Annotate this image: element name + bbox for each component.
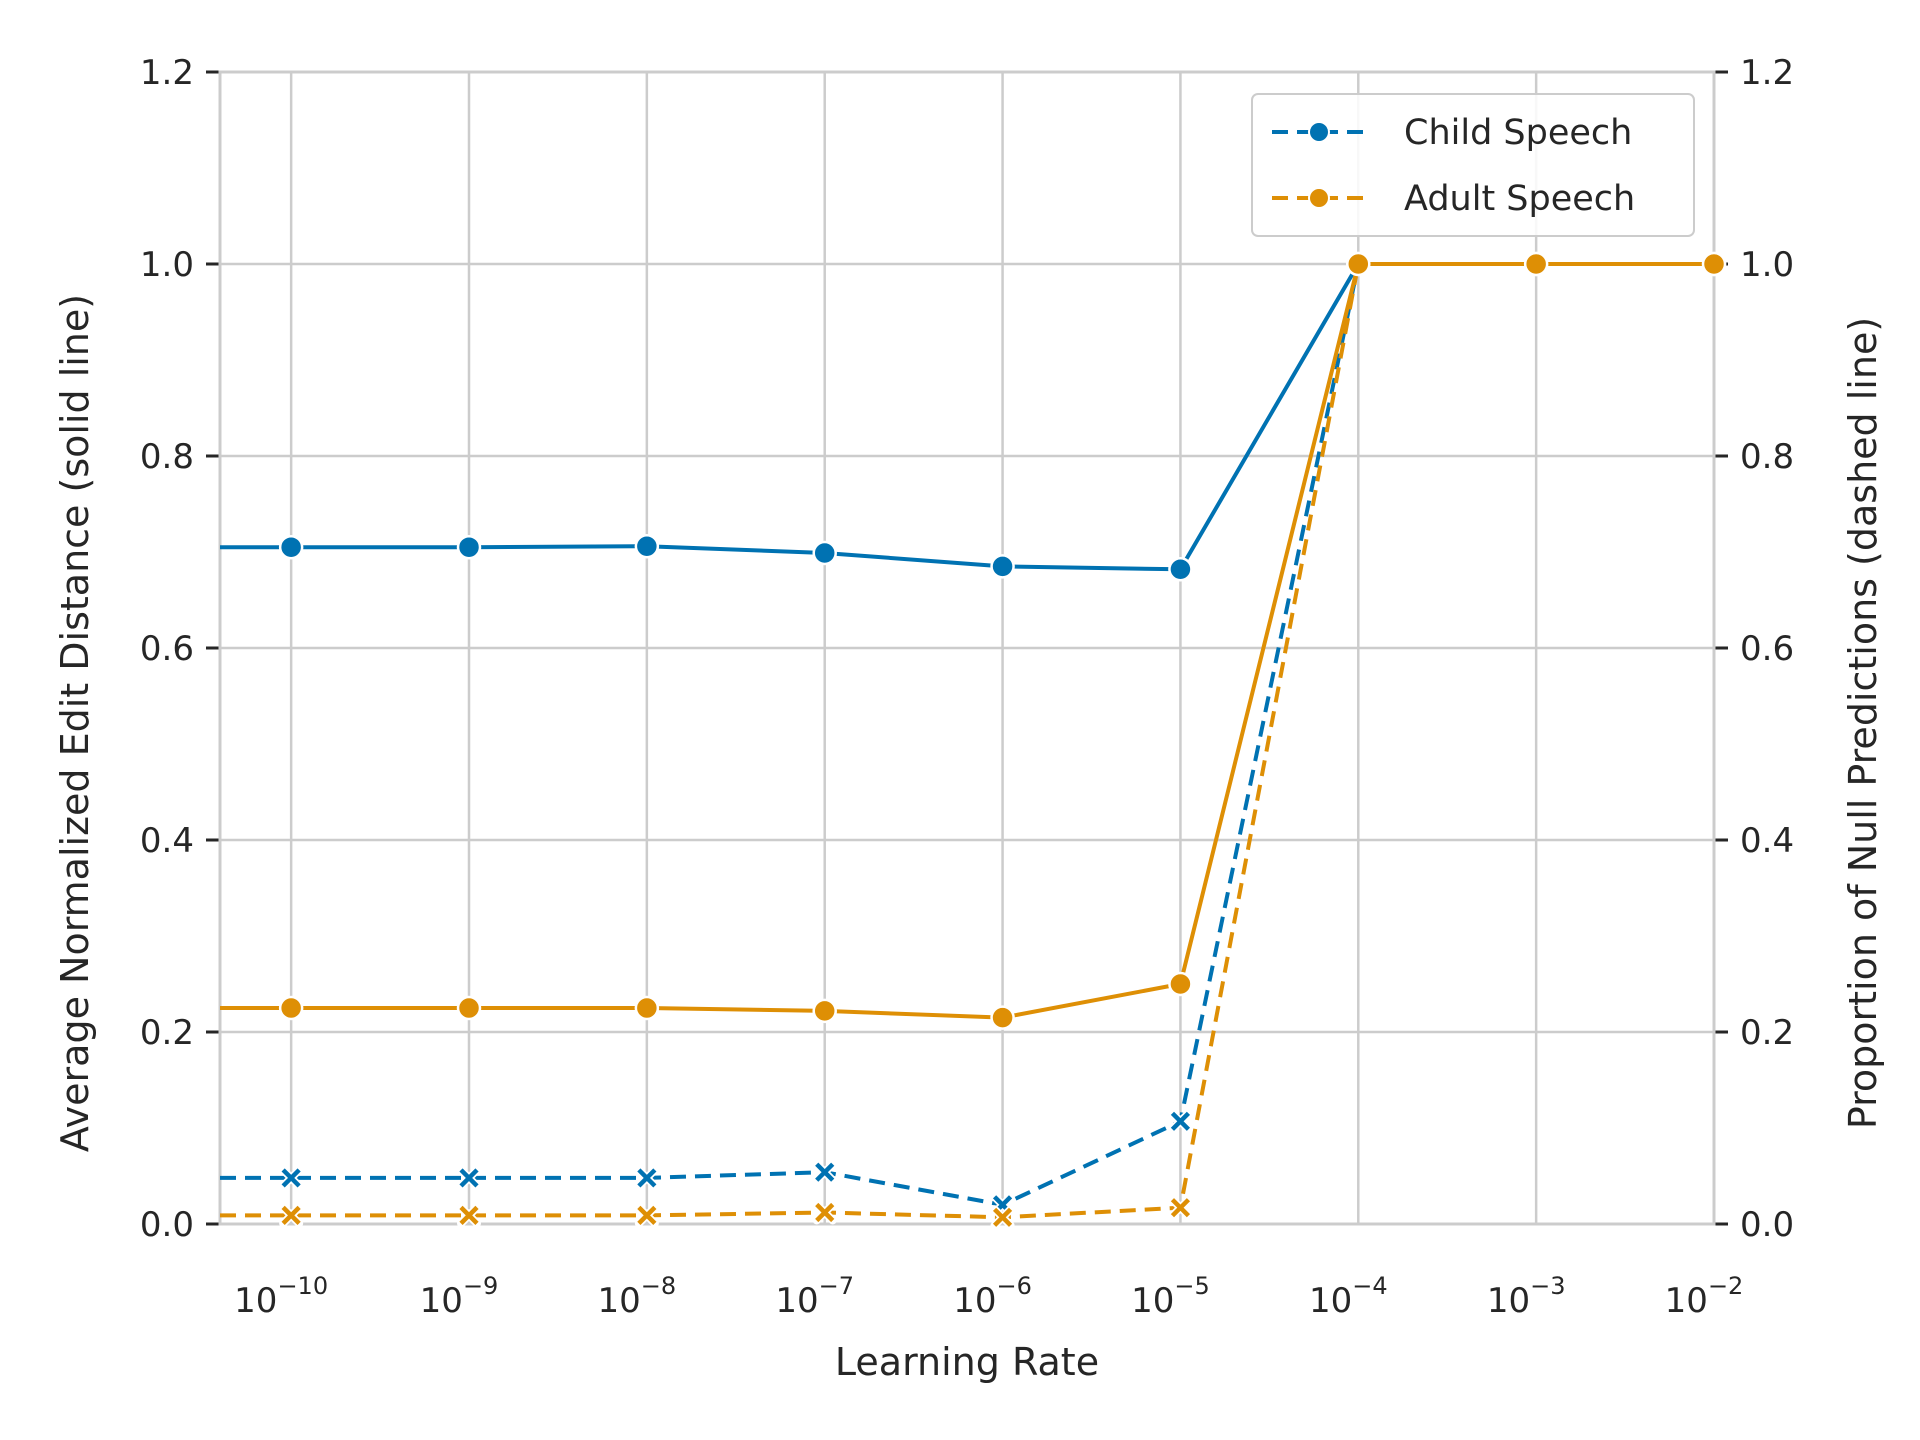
circle-marker — [1701, 251, 1727, 277]
x-marker — [1168, 1109, 1193, 1134]
dashed-line — [220, 262, 1714, 1220]
x-tick-label: 10−4 — [1309, 1272, 1388, 1321]
x-marker — [457, 1203, 481, 1228]
x-tick-label: 10−10 — [234, 1272, 328, 1321]
x-marker — [634, 1165, 659, 1190]
right-y-tick-label: 0.6 — [1740, 629, 1794, 669]
legend-marker — [1308, 187, 1330, 209]
series-2 — [220, 252, 1726, 1217]
legend-label: Child Speech — [1404, 113, 1632, 153]
circle-marker — [634, 995, 660, 1021]
legend-item: Child Speech — [1272, 113, 1632, 153]
solid-line — [220, 262, 1714, 572]
x-marker-stroke — [1170, 1198, 1191, 1218]
left-y-tick-label: 0.4 — [140, 821, 194, 861]
x-marker-stroke — [281, 1168, 301, 1188]
circle-marker — [456, 995, 482, 1021]
circle-marker — [278, 995, 304, 1021]
x-marker-stroke — [459, 1168, 479, 1188]
x-tick-label: 10−3 — [1487, 1272, 1566, 1321]
left-y-tick-label: 0.8 — [140, 437, 194, 477]
series-3 — [220, 252, 1726, 1230]
x-marker — [812, 1160, 837, 1185]
right-y-tick-label: 0.4 — [1740, 821, 1794, 861]
right-y-tick-label: 0.2 — [1740, 1013, 1794, 1053]
x-marker-stroke — [637, 1205, 657, 1225]
series-0 — [220, 251, 1727, 582]
x-marker — [279, 1203, 304, 1228]
right-y-axis-title: Proportion of Null Predictions (dashed l… — [1841, 317, 1885, 1129]
legend-box — [1251, 93, 1695, 237]
grid — [220, 70, 1716, 1226]
x-marker — [634, 1203, 659, 1228]
left-y-tick-label: 1.0 — [140, 245, 194, 285]
legend-item: Adult Speech — [1272, 179, 1635, 219]
left-y-tick-label: 1.2 — [140, 53, 194, 93]
circle-marker — [812, 998, 837, 1024]
circle-marker — [278, 534, 304, 560]
legend: Child Speech Adult Speech — [1251, 93, 1695, 237]
circle-marker — [634, 533, 660, 559]
series-1 — [220, 251, 1727, 1030]
circle-marker — [812, 540, 837, 566]
left-y-tick-label: 0.2 — [140, 1013, 194, 1053]
x-marker — [457, 1165, 481, 1190]
left-y-tick-label: 0.0 — [140, 1205, 194, 1245]
circle-marker — [1168, 971, 1193, 997]
legend-marker — [1308, 121, 1330, 143]
x-marker-stroke — [281, 1205, 301, 1225]
x-tick-label: 10−9 — [420, 1272, 499, 1321]
x-marker-stroke — [815, 1162, 835, 1182]
circle-marker — [990, 554, 1015, 579]
x-tick-label: 10−7 — [775, 1272, 854, 1321]
x-marker-stroke — [1170, 1111, 1191, 1131]
x-tick-label: 10−6 — [953, 1272, 1032, 1321]
plot-frame — [218, 70, 1716, 1226]
x-marker — [279, 1165, 304, 1190]
right-y-tick-label: 1.0 — [1740, 245, 1794, 285]
x-marker — [1168, 1195, 1193, 1220]
circle-marker — [1168, 557, 1193, 582]
left-y-axis-title: Average Normalized Edit Distance (solid … — [53, 294, 97, 1152]
x-marker-stroke — [637, 1168, 657, 1188]
circle-marker — [456, 534, 482, 560]
x-axis-title: Learning Rate — [835, 1340, 1099, 1384]
circle-marker — [990, 1005, 1015, 1030]
x-tick-label: 10−5 — [1131, 1272, 1210, 1321]
series-layer — [220, 251, 1727, 1230]
x-marker — [812, 1200, 837, 1225]
right-y-tick-label: 0.8 — [1740, 437, 1794, 477]
x-marker-stroke — [992, 1207, 1013, 1227]
legend-label: Adult Speech — [1404, 179, 1635, 219]
solid-line — [220, 262, 1714, 1020]
circle-marker — [1523, 251, 1549, 277]
left-y-tick-label: 0.6 — [140, 629, 194, 669]
x-marker-stroke — [815, 1202, 835, 1223]
x-tick-label: 10−2 — [1665, 1272, 1744, 1321]
circle-marker — [1346, 251, 1371, 277]
x-marker-stroke — [459, 1205, 479, 1225]
right-y-tick-label: 0.0 — [1740, 1205, 1794, 1245]
axes: 0.0 0.0 0.2 0.2 0.4 0.4 0.6 0.6 0.8 0.8 1.0 1.0 1.2 1… — [140, 53, 1794, 1321]
x-tick-label: 10−8 — [598, 1272, 677, 1321]
x-marker — [990, 1205, 1015, 1230]
dashed-line — [220, 262, 1714, 1207]
right-y-tick-label: 1.2 — [1740, 53, 1794, 93]
